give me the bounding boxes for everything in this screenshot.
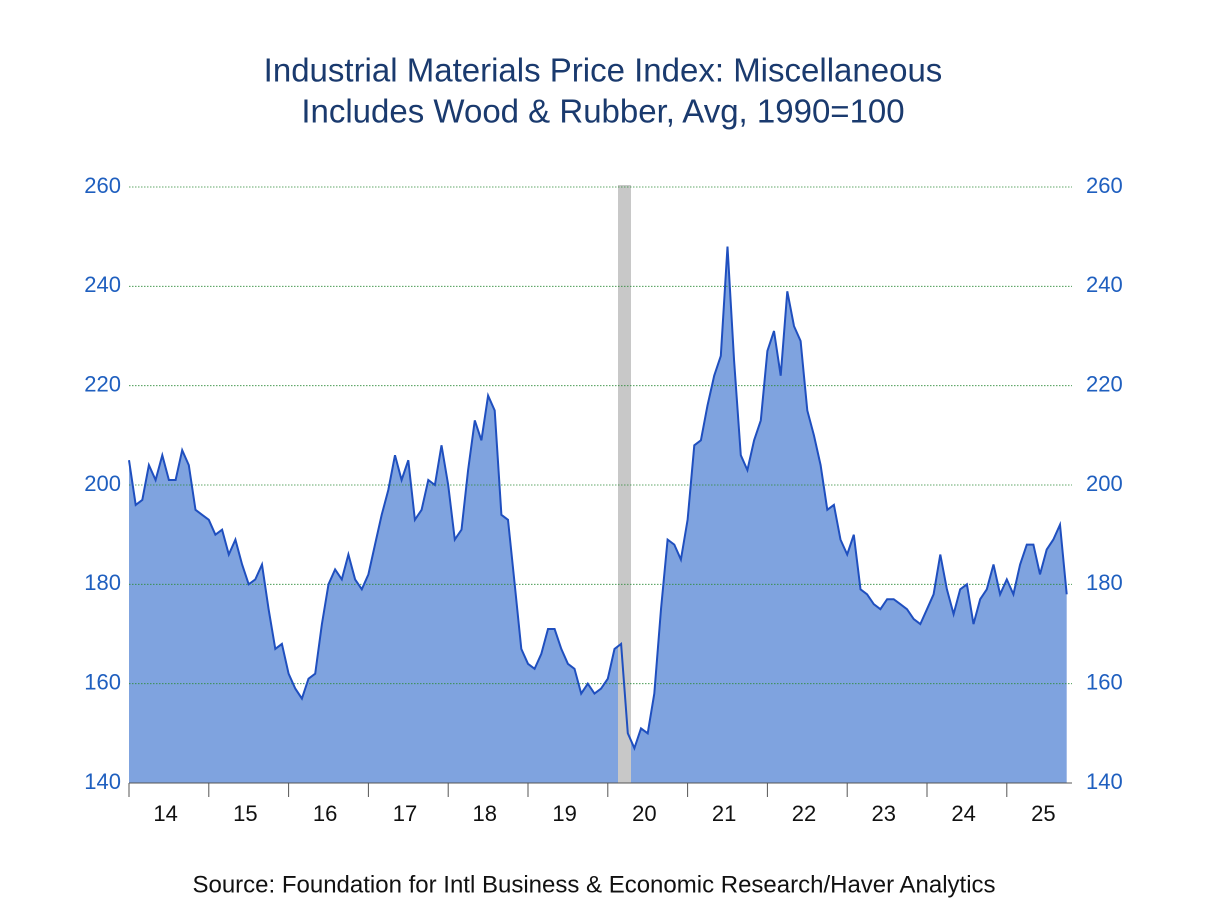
y-tick-label: 240	[84, 272, 121, 297]
x-tick-label: 15	[233, 801, 257, 826]
x-tick-label: 20	[632, 801, 656, 826]
y-tick-label: 220	[84, 371, 121, 396]
x-tick-label: 23	[872, 801, 896, 826]
x-tick-label: 14	[153, 801, 177, 826]
x-tick-label: 24	[951, 801, 975, 826]
x-tick-label: 25	[1031, 801, 1055, 826]
y-tick-label: 260	[84, 173, 121, 198]
x-tick-label: 17	[393, 801, 417, 826]
y-tick-label-right: 220	[1086, 371, 1123, 396]
x-tick-label: 21	[712, 801, 736, 826]
x-tick-label: 16	[313, 801, 337, 826]
recession-shading	[618, 185, 631, 783]
y-tick-label: 200	[84, 471, 121, 496]
y-tick-label-right: 160	[1086, 669, 1123, 694]
y-tick-label: 180	[84, 570, 121, 595]
y-tick-label: 140	[84, 769, 121, 794]
y-tick-label-right: 260	[1086, 173, 1123, 198]
chart-subtitle: Includes Wood & Rubber, Avg, 1990=100	[301, 93, 904, 130]
area-fill	[129, 246, 1067, 784]
x-tick-label: 22	[792, 801, 816, 826]
y-tick-label: 160	[84, 669, 121, 694]
chart-title: Industrial Materials Price Index: Miscel…	[264, 52, 943, 89]
y-tick-label-right: 180	[1086, 570, 1123, 595]
y-tick-label-right: 240	[1086, 272, 1123, 297]
x-tick-label: 19	[552, 801, 576, 826]
area-line	[128, 246, 1068, 751]
y-tick-label-right: 200	[1086, 471, 1123, 496]
source-note: Source: Foundation for Intl Business & E…	[192, 871, 995, 898]
x-tick-label: 18	[473, 801, 497, 826]
y-tick-label-right: 140	[1086, 769, 1123, 794]
